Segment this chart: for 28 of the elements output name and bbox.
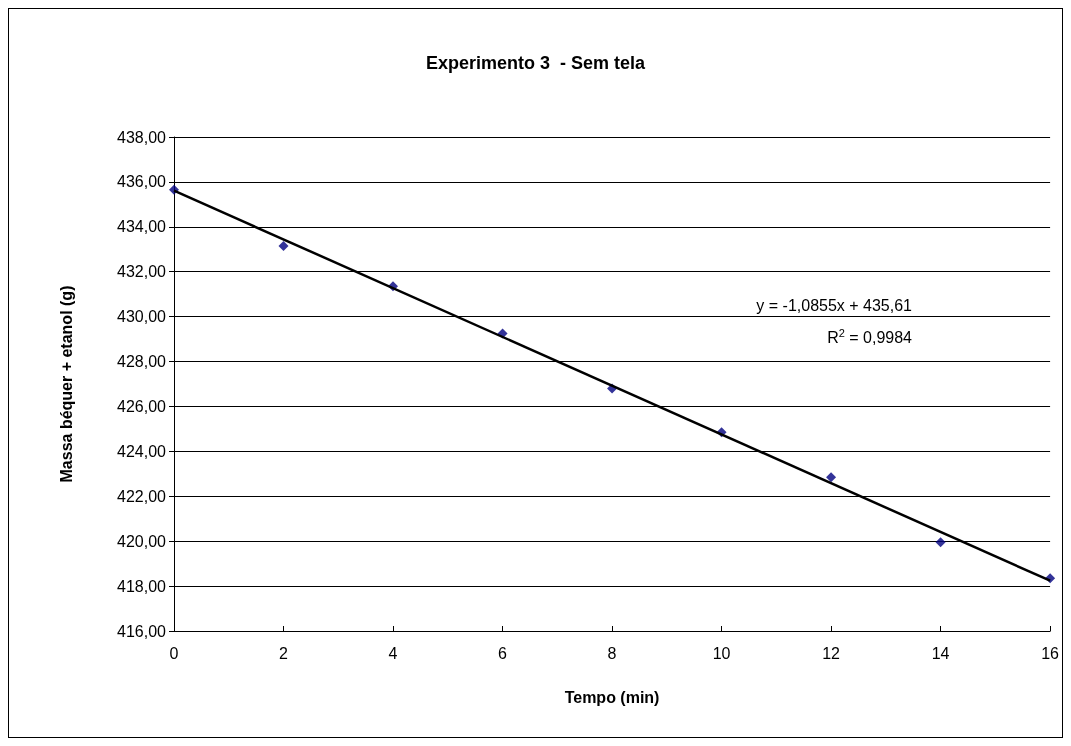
- y-tick-label: 432,00: [117, 263, 167, 281]
- x-tick-label: 8: [607, 644, 617, 662]
- x-tick-label: 6: [498, 644, 508, 662]
- x-tick-label: 12: [822, 644, 841, 662]
- x-tick-label: 0: [169, 644, 179, 662]
- annotation: y = -1,0855x + 435,61: [756, 296, 913, 314]
- y-tick-label: 434,00: [117, 218, 167, 236]
- y-tick-label: 424,00: [117, 442, 167, 460]
- x-tick-label: 10: [712, 644, 731, 662]
- y-tick-label: 438,00: [117, 128, 167, 146]
- y-tick-label: 426,00: [117, 397, 167, 415]
- x-tick-label: 4: [388, 644, 398, 662]
- y-tick-label: 420,00: [117, 532, 167, 550]
- point: [935, 537, 946, 548]
- x-axis-title: Tempo (min): [564, 688, 660, 706]
- y-tick-label: 416,00: [117, 622, 167, 640]
- x-tick-label: 14: [931, 644, 950, 662]
- point: [278, 240, 289, 251]
- y-tick-label: 422,00: [117, 487, 167, 505]
- y-tick-label: 430,00: [117, 308, 167, 326]
- point: [826, 472, 837, 483]
- y-tick-label: 418,00: [117, 577, 167, 595]
- y-axis-title: Massa béquer + etanol (g): [57, 285, 75, 483]
- y-tick-label: 436,00: [117, 173, 167, 191]
- chart-title: Experimento 3 - Sem tela: [425, 53, 647, 73]
- x-tick-label: 2: [279, 644, 289, 662]
- x-tick-label: 16: [1041, 644, 1060, 662]
- y-tick-label: 428,00: [117, 353, 167, 371]
